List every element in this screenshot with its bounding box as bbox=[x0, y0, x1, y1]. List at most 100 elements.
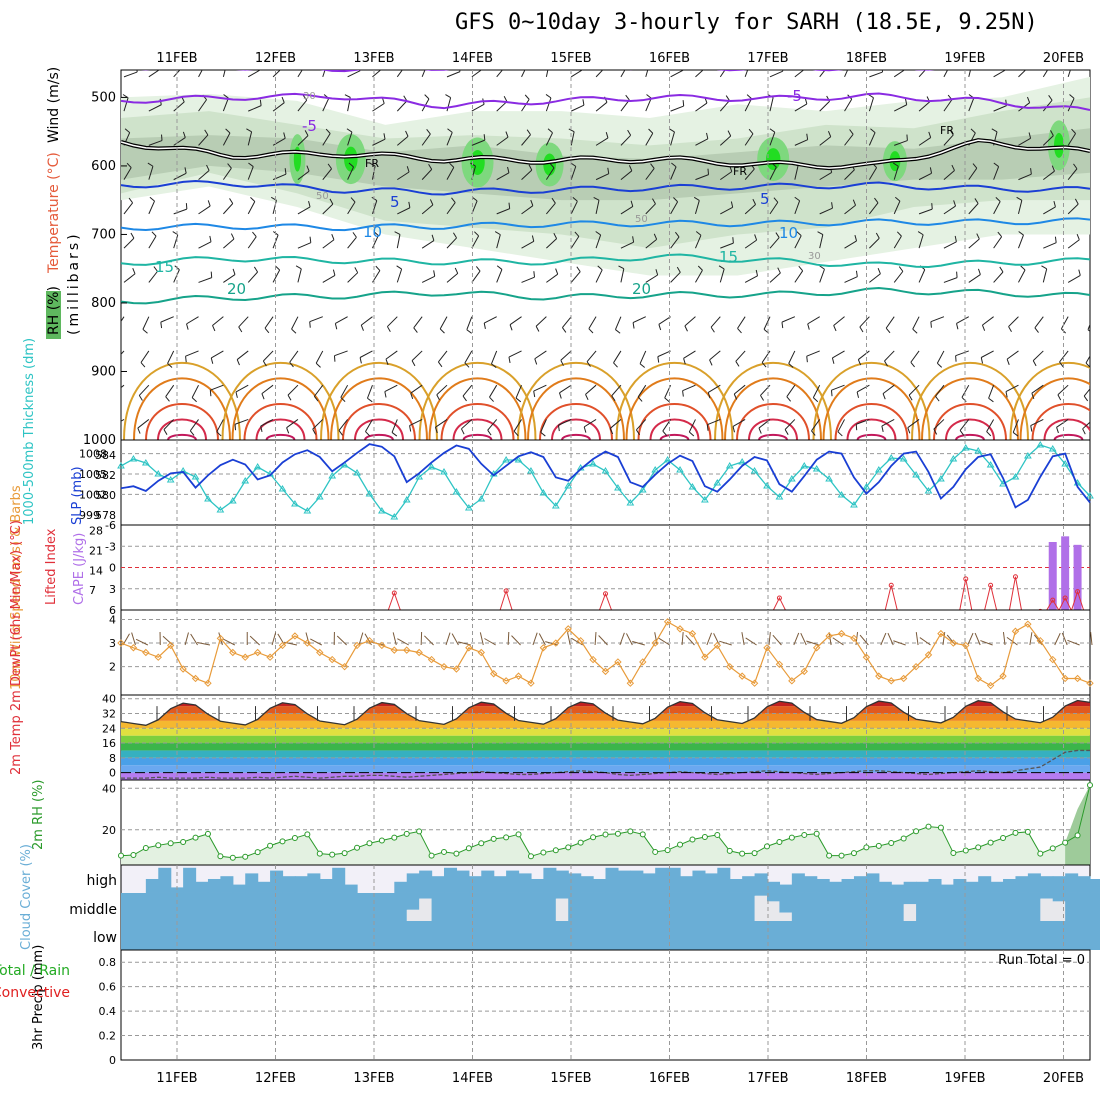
wind-barb-flag bbox=[907, 427, 911, 434]
wind-barb bbox=[670, 166, 677, 180]
wind-barb bbox=[571, 104, 585, 112]
lifted-index-point bbox=[603, 591, 608, 597]
wind-barb-flag bbox=[904, 63, 906, 69]
cloud-low bbox=[605, 921, 619, 950]
barb-10m bbox=[967, 632, 974, 646]
wind-barb-flag bbox=[225, 128, 231, 134]
rh-point bbox=[354, 844, 361, 851]
cloud-low bbox=[978, 921, 992, 950]
y-tick-label: 1000 bbox=[83, 433, 116, 448]
precip-legend-convective: Convective bbox=[0, 985, 70, 1001]
wind-barb bbox=[496, 136, 509, 146]
y-tick-label-right: 1002 bbox=[79, 488, 107, 501]
wind-barb-flag bbox=[474, 231, 479, 237]
cloud-low bbox=[1090, 921, 1100, 950]
wind-barb-flag bbox=[807, 323, 810, 330]
wind-barb-flag bbox=[812, 397, 819, 403]
cloud-low bbox=[841, 921, 855, 950]
wind-barb bbox=[894, 140, 908, 146]
wind-barb bbox=[968, 167, 978, 180]
cloud-middle bbox=[630, 893, 644, 921]
barb-10m bbox=[745, 637, 757, 646]
contour-label-15a: 15 bbox=[155, 258, 174, 276]
wind-barb-flag bbox=[122, 94, 129, 99]
wind-barb bbox=[309, 316, 323, 323]
wind-speed-point bbox=[353, 641, 361, 650]
barb-10m bbox=[507, 631, 510, 646]
wind-barb bbox=[148, 271, 158, 283]
temp-band bbox=[121, 757, 1090, 766]
wind-barb bbox=[148, 140, 163, 146]
y-tick-label: 32 bbox=[102, 707, 116, 720]
thickness-point bbox=[191, 473, 200, 480]
cloud-high bbox=[319, 878, 333, 893]
wind-barb-flag bbox=[426, 129, 431, 135]
wind-barb bbox=[893, 200, 901, 215]
wind-barb bbox=[856, 384, 870, 393]
wind-barb-flag bbox=[534, 358, 538, 365]
wind-barb bbox=[372, 138, 386, 146]
cloud-high bbox=[978, 876, 992, 893]
barb-10m bbox=[919, 637, 931, 646]
wind-barb bbox=[1042, 70, 1049, 78]
rh-point bbox=[291, 835, 298, 842]
rh-point bbox=[453, 850, 460, 857]
wind-barb bbox=[1067, 98, 1075, 112]
wind-barb-flag bbox=[1030, 168, 1032, 175]
wind-barb bbox=[1042, 135, 1054, 146]
wind-barb-flag bbox=[1020, 265, 1026, 271]
cloud-middle-gap bbox=[419, 898, 433, 921]
wind-barb-flag bbox=[639, 363, 646, 368]
wind-barb bbox=[446, 167, 455, 180]
cloud-low bbox=[1015, 921, 1029, 950]
wind-speed-point bbox=[651, 639, 659, 647]
wind-barb bbox=[540, 419, 547, 433]
wind-barb-flag bbox=[483, 322, 486, 330]
cloud-low bbox=[195, 921, 209, 950]
wind-barb-flag bbox=[669, 128, 675, 133]
wind-barb-flag bbox=[1074, 198, 1079, 205]
thickness-point bbox=[378, 507, 386, 514]
wind-speed-point bbox=[378, 641, 386, 650]
barb-10m bbox=[632, 640, 645, 646]
wind-barb-flag bbox=[515, 397, 522, 403]
wind-barb-flag bbox=[898, 266, 904, 272]
wind-barb-flag bbox=[951, 164, 955, 171]
cloud-high bbox=[767, 881, 781, 893]
y-tick-label: 0.2 bbox=[99, 1030, 117, 1043]
wind-barb-flag bbox=[533, 391, 536, 398]
wind-barb bbox=[211, 350, 224, 359]
rh-point bbox=[863, 844, 870, 851]
cloud-high bbox=[431, 876, 445, 893]
wind-speed-point bbox=[142, 648, 150, 657]
wind-barb-flag bbox=[386, 326, 391, 333]
wind-barb bbox=[719, 135, 732, 146]
wind-barb bbox=[614, 316, 622, 330]
wind-barb-flag bbox=[1087, 329, 1090, 332]
wind-barb bbox=[262, 350, 274, 362]
wind-barb bbox=[885, 316, 895, 329]
wind-barb-flag bbox=[535, 325, 540, 332]
wind-barb bbox=[247, 236, 257, 249]
wind-barb-flag bbox=[209, 390, 212, 397]
cloud-middle bbox=[903, 893, 917, 905]
wind-barb-flag bbox=[502, 61, 505, 66]
cloud-high bbox=[481, 870, 495, 893]
cloud-middle bbox=[841, 893, 855, 921]
cloud-middle bbox=[1027, 893, 1041, 921]
wind-barb-flag bbox=[348, 162, 354, 168]
y-tick-label-right: 21 bbox=[89, 545, 103, 558]
precip-grid bbox=[121, 950, 1090, 1060]
wind-barb-flag bbox=[999, 266, 1004, 273]
wind-barb bbox=[819, 171, 832, 181]
lifted-index-peak bbox=[1046, 599, 1060, 611]
wind-barb-flag bbox=[287, 394, 292, 401]
barb-10m bbox=[249, 635, 260, 646]
cloud-high bbox=[853, 876, 867, 893]
wind-barb bbox=[496, 234, 501, 249]
wind-speed-point bbox=[340, 662, 349, 671]
wind-barb bbox=[858, 350, 870, 360]
thickness-point bbox=[750, 467, 759, 474]
wind-barb bbox=[173, 234, 179, 249]
thickness-point bbox=[402, 496, 411, 503]
